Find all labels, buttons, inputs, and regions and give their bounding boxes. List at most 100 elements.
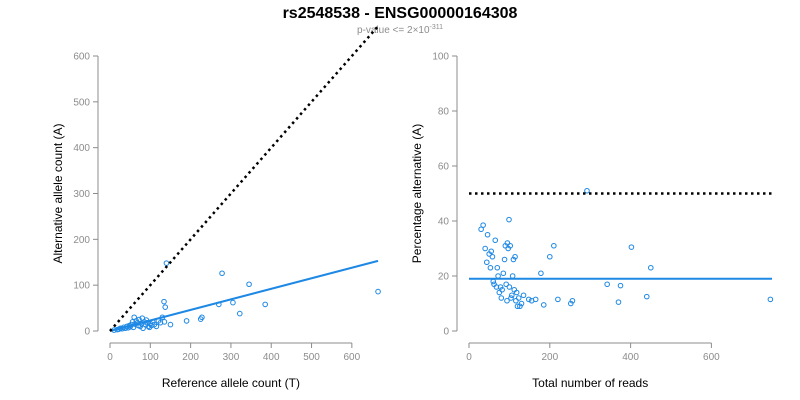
pvalue-exponent: -311 — [429, 24, 444, 31]
panel-2-data-point — [517, 303, 523, 310]
panel-1-data-point — [153, 323, 160, 330]
panel-1-fit-line — [109, 259, 379, 332]
panel-2-data-point — [497, 284, 504, 290]
panel-2-data-point — [493, 284, 500, 290]
panel-1-y-tick-label: 300 — [73, 189, 90, 200]
panel-2-y-tick-label: 60 — [438, 162, 450, 173]
panel-2-data-point — [506, 284, 513, 290]
panel-1-x-tick-label: 200 — [182, 352, 199, 363]
panel-1-y-tick-label: 0 — [84, 327, 90, 338]
panel-1-data-point — [183, 318, 190, 324]
panel-2-x-axis-title: Total number of reads — [532, 376, 648, 390]
figure-title: rs2548538 - ENSG00000164308 — [282, 5, 518, 22]
panel-2-y-axis-title: Percentage alternative (A) — [410, 124, 424, 263]
panel-1-data-point — [375, 288, 381, 295]
panel-2-data-point — [489, 253, 496, 260]
panel-2-data-point — [767, 296, 774, 303]
panel-2-data-point — [484, 231, 491, 238]
panel-1-data-point — [163, 260, 170, 266]
panel-2-data-point — [498, 295, 505, 301]
panel-2-y-tick-label: 20 — [438, 272, 450, 283]
panel-1-x-axis-title: Reference allele count (T) — [162, 376, 300, 390]
panel-2-data-point — [492, 237, 499, 244]
panel-2-data-point — [506, 216, 512, 223]
panel-2-x-tick-label: 200 — [541, 352, 558, 363]
panel-1-x-tick-label: 100 — [142, 352, 159, 363]
panel-2-data-point — [483, 259, 490, 266]
panel-2-data-point — [503, 281, 509, 288]
panel-1-data-point — [246, 281, 252, 288]
panel-2-data-point — [555, 296, 561, 303]
panel-1-y-tick-label: 600 — [73, 52, 90, 63]
panel-2-data-point — [510, 256, 517, 263]
panel-2-data-point — [547, 253, 553, 260]
pvalue-text: p-value <= 2×10 — [356, 25, 430, 36]
panel-2-data-point — [501, 256, 508, 263]
panel-1-data-point — [161, 319, 168, 325]
panel-2-data-point — [482, 245, 488, 252]
panel-2-data-point — [509, 273, 516, 279]
panel-1-x-tick-label: 300 — [223, 352, 240, 363]
panel-2-data-point — [540, 302, 547, 308]
panel-1-expected-line — [109, 25, 379, 332]
figure-subtitle: p-value <= 2×10-311 — [0, 24, 800, 36]
panel-1-y-axis-title: Alternative allele count (A) — [51, 123, 65, 263]
panel-2-data-point — [532, 296, 539, 303]
panel-2-data-point — [648, 264, 654, 271]
panel-2-data-point — [494, 264, 501, 271]
panel-2-data-point — [538, 270, 544, 277]
panel-1-data-point — [161, 298, 167, 305]
panel-1-y-tick-label: 400 — [73, 143, 90, 154]
panel-2-data-point — [525, 296, 532, 303]
panel-1-data-point — [136, 316, 142, 323]
panel-1-data-point — [262, 301, 268, 308]
panel-2-x-tick-label: 600 — [703, 352, 720, 363]
panel-1-data-point — [162, 304, 169, 310]
panel-2-data-point — [604, 281, 610, 288]
panel-2-data-point — [507, 242, 514, 249]
panel-2-data-point — [509, 292, 515, 299]
panel-2-data-point — [551, 242, 557, 249]
panel-1-data-point — [199, 314, 205, 321]
panel-1-y-tick-label: 500 — [73, 97, 90, 108]
panel-2-data-point — [643, 293, 650, 300]
panel-1-x-tick-label: 0 — [107, 352, 113, 363]
panel-1-y-tick-label: 100 — [73, 281, 90, 292]
panel-1-x-tick-label: 600 — [344, 352, 361, 363]
panel-1-data-point — [236, 310, 243, 317]
panel-2-data-point — [508, 295, 514, 301]
panel-2-data-point — [504, 297, 510, 304]
panel-2-data-point — [568, 300, 574, 307]
panel-2-y-tick-label: 100 — [432, 52, 449, 63]
panel-2-data-point — [569, 297, 576, 304]
panel-2-data-point — [504, 240, 511, 246]
panel-2-data-point — [488, 248, 495, 255]
panel-2-x-tick-label: 0 — [466, 352, 472, 363]
panel-2-data-point — [513, 297, 519, 304]
panel-2-data-point — [480, 222, 486, 228]
panel-2-data-point — [617, 282, 624, 289]
panel-2-data-point — [487, 264, 494, 271]
panel-2-data-point — [499, 286, 505, 293]
panel-2-data-point — [512, 253, 518, 260]
panel-2-data-point — [615, 299, 622, 305]
panel-2-data-point — [518, 300, 525, 307]
panel-2-data-point — [628, 244, 635, 250]
panel-2-data-point — [495, 273, 501, 279]
panel-2-x-tick-label: 400 — [622, 352, 639, 363]
panel-2-y-tick-label: 0 — [443, 327, 449, 338]
panel-2-data-point — [515, 295, 522, 301]
panel-1-x-tick-label: 500 — [303, 352, 320, 363]
panel-2-data-point — [584, 187, 590, 194]
panel-2-data-point — [513, 289, 520, 296]
panel-2-data-point — [514, 303, 521, 310]
panel-1-x-tick-label: 400 — [263, 352, 280, 363]
panel-2-data-point — [500, 270, 507, 277]
panel-1-y-tick-label: 200 — [73, 235, 90, 246]
panel-2-y-tick-label: 80 — [438, 107, 450, 118]
panel-1-data-point — [219, 270, 225, 277]
panel-1-data-point — [167, 321, 174, 328]
panel-2-y-tick-label: 40 — [438, 217, 450, 228]
